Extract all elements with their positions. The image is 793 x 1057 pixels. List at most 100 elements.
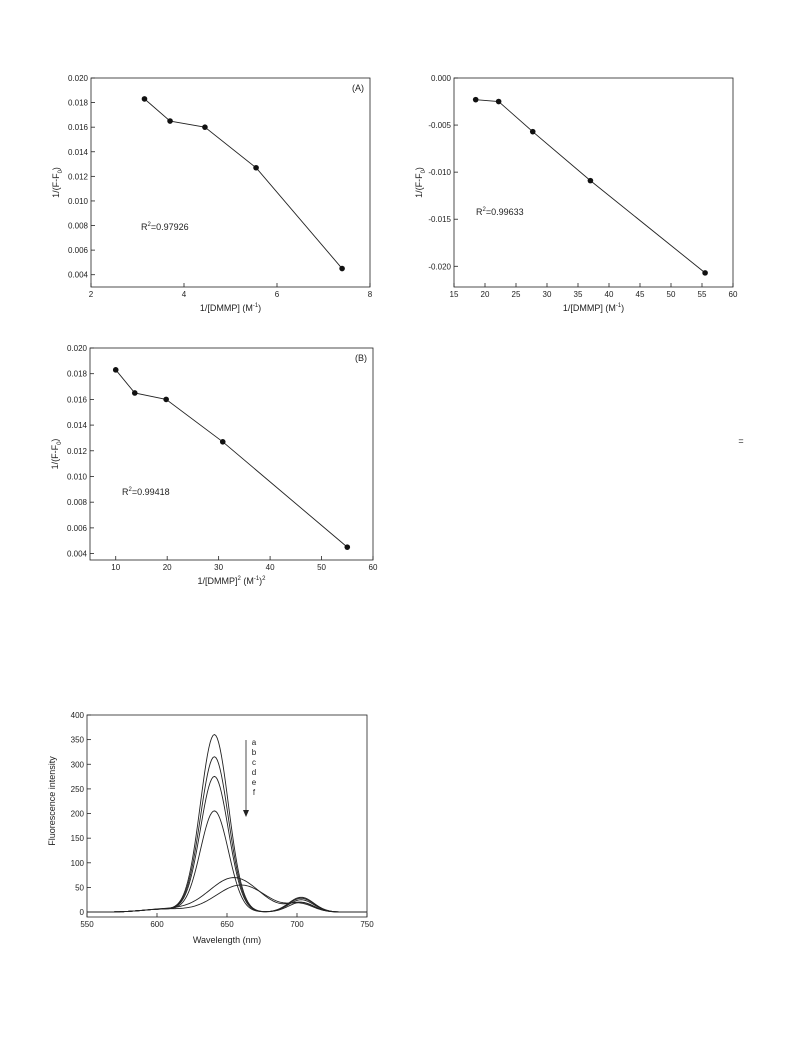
y-axis-label: 1/(F-F0) (51, 167, 64, 198)
data-point (529, 128, 536, 135)
x-tick-label: 30 (543, 290, 552, 299)
y-tick-label: 0.004 (67, 550, 88, 559)
y-tick-label: 0.012 (68, 172, 89, 181)
y-tick-label: 300 (71, 760, 85, 769)
panel-label: (B) (355, 353, 367, 363)
plot-frame (86, 714, 368, 918)
y-axis-label: 1/(F-F0) (50, 439, 63, 470)
x-tick-label: 4 (182, 290, 187, 299)
y-tick-label: 0.018 (68, 99, 89, 108)
x-axis-label: 1/[DMMP]2 (M-1)2 (197, 576, 266, 586)
r-squared-annotation: R2=0.99633 (476, 207, 524, 217)
y-tick-label: -0.010 (428, 168, 451, 177)
plot-frame (89, 347, 374, 561)
curve-letter-d: d (252, 768, 256, 777)
y-tick-label: 200 (71, 810, 85, 819)
r-squared-annotation: R2=0.97926 (141, 222, 189, 232)
plot-frame (453, 77, 734, 288)
y-tick-label: 0.016 (67, 395, 88, 404)
data-point (112, 367, 119, 373)
x-tick-label: 8 (368, 290, 373, 299)
curve-letter-b: b (252, 748, 257, 757)
data-point (141, 96, 148, 102)
y-tick-label: 0.014 (67, 421, 88, 430)
x-tick-label: 35 (574, 290, 583, 299)
curve-letter-e: e (252, 778, 257, 787)
y-tick-label: 150 (71, 834, 85, 843)
x-tick-label: 60 (729, 290, 738, 299)
fluorescence-spectrum-panel: 550 600 650 700 750 400 350 300 250 200 150 100 50 0 a… (47, 711, 374, 945)
x-tick-label: 20 (481, 290, 490, 299)
y-tick-label: -0.020 (428, 262, 451, 271)
spectrum-curve-d (86, 810, 368, 913)
spectrum-curve-f (86, 884, 368, 913)
x-tick-label: 25 (512, 290, 521, 299)
y-tick-label: 0.020 (68, 74, 89, 83)
data-point (163, 396, 169, 403)
x-tick-label: 2 (89, 290, 94, 299)
data-point (472, 96, 479, 103)
x-tick-label: 6 (275, 290, 280, 299)
data-point (702, 270, 708, 276)
y-tick-label: 0.006 (67, 524, 88, 533)
y-tick-label: 0.020 (67, 344, 88, 353)
x-tick-label: 10 (111, 563, 120, 572)
series-line (115, 369, 348, 548)
y-axis-label: 1/(F-F0) (414, 167, 427, 198)
y-tick-label: 350 (71, 736, 85, 745)
x-tick-label: 30 (214, 563, 223, 572)
y-tick-label: 0.006 (68, 246, 89, 255)
y-tick-label: 0.014 (68, 148, 89, 157)
curve-letter-c: c (252, 758, 256, 767)
y-tick-label: 250 (71, 785, 85, 794)
x-tick-label: 650 (220, 920, 234, 929)
x-tick-label: 55 (698, 290, 707, 299)
x-tick-label: 60 (369, 563, 378, 572)
data-point (253, 164, 259, 171)
x-tick-label: 750 (360, 920, 374, 929)
curve-letter-a: a (252, 738, 257, 747)
data-point (131, 390, 138, 396)
series-line (475, 99, 706, 274)
y-tick-label: 0.000 (431, 74, 452, 83)
curve-letter-f: f (253, 788, 256, 797)
y-tick-label: 400 (71, 711, 85, 720)
r-squared-annotation: R2=0.99418 (122, 487, 170, 497)
page-mark: = (738, 436, 743, 446)
x-tick-label: 550 (80, 920, 94, 929)
chart-panel-b: 10 20 30 40 50 60 0.020 0.018 0.016 0.014 0.012 0.0… (50, 344, 378, 586)
y-tick-label: 0.004 (68, 271, 89, 280)
data-point (202, 124, 208, 130)
x-axis-label: 1/[DMMP] (M-1) (563, 303, 624, 313)
x-tick-label: 50 (317, 563, 326, 572)
panel-label: (A) (352, 83, 364, 93)
y-tick-label: 0.010 (67, 472, 88, 481)
y-axis-label: Fluorescence intensity (47, 756, 57, 846)
x-tick-label: 40 (266, 563, 275, 572)
spectrum-curve-e (86, 877, 367, 913)
data-point (495, 98, 502, 105)
y-tick-label: 0.008 (68, 222, 89, 231)
y-tick-label: 100 (71, 859, 85, 868)
data-point (167, 118, 173, 124)
x-tick-label: 45 (636, 290, 645, 299)
chart-panel-a: 2 4 6 8 0.020 0.018 0.016 0.014 0.012 0.010 0.008 0… (51, 74, 373, 313)
y-tick-label: 50 (75, 883, 84, 892)
y-tick-label: 0.012 (67, 447, 88, 456)
x-tick-label: 15 (450, 290, 459, 299)
data-point (219, 438, 226, 445)
plot-frame (90, 77, 371, 288)
series-line (144, 98, 343, 269)
x-tick-label: 700 (290, 920, 304, 929)
y-tick-label: 0.010 (68, 197, 89, 206)
y-tick-label: 0 (80, 908, 85, 917)
x-axis-label: 1/[DMMP] (M-1) (200, 303, 261, 313)
y-tick-label: -0.015 (428, 215, 451, 224)
x-axis-label: Wavelength (nm) (193, 935, 261, 945)
data-point (344, 544, 351, 550)
y-tick-label: -0.005 (428, 121, 451, 130)
y-tick-label: 0.016 (68, 123, 89, 132)
y-tick-label: 0.008 (67, 498, 88, 507)
decrease-arrow-head (243, 810, 249, 817)
